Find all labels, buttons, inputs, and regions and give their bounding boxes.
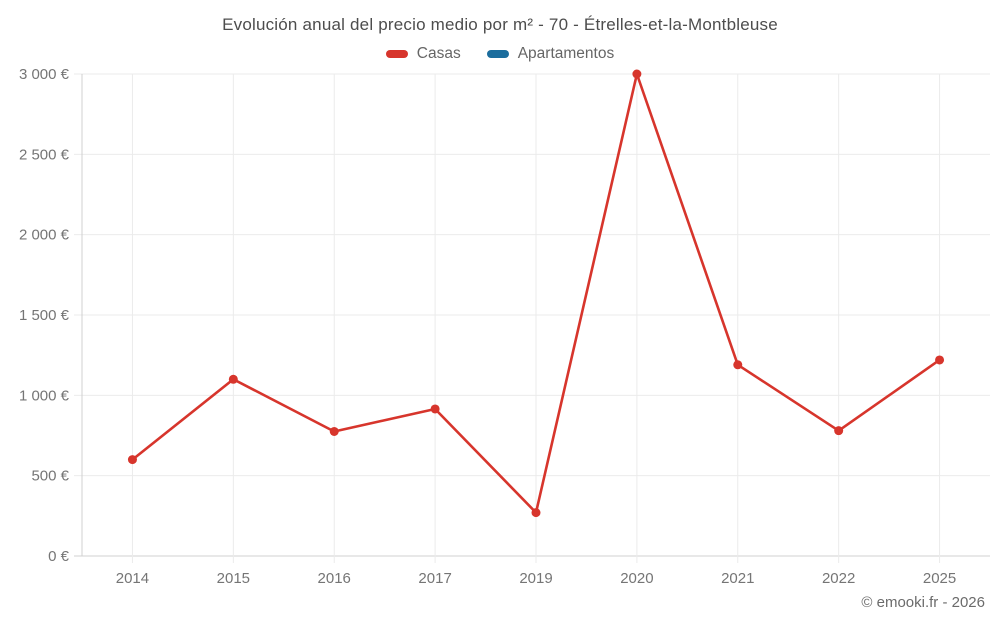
y-tick-label: 0 €: [48, 548, 70, 565]
y-tick-label: 2 500 €: [19, 146, 70, 163]
apartamentos-swatch-icon: [486, 50, 509, 58]
legend-item-apartamentos[interactable]: Apartamentos: [486, 45, 615, 63]
y-tick-label: 1 000 €: [19, 387, 70, 404]
x-tick-label: 2019: [519, 570, 552, 587]
y-tick-label: 3 000 €: [19, 66, 70, 83]
data-point-casas-2021[interactable]: [733, 360, 743, 370]
x-tick-label: 2020: [620, 570, 653, 587]
casas-swatch-icon: [385, 50, 408, 58]
x-tick-label: 2015: [217, 570, 250, 587]
x-tick-label: 2021: [721, 570, 754, 587]
legend-label-casas: Casas: [416, 45, 461, 62]
x-tick-label: 2014: [116, 570, 149, 587]
data-point-casas-2014[interactable]: [127, 455, 137, 465]
data-point-casas-2025[interactable]: [935, 355, 945, 365]
data-point-casas-2017[interactable]: [430, 404, 440, 414]
data-point-casas-2016[interactable]: [329, 426, 339, 436]
data-point-casas-2015[interactable]: [228, 374, 238, 384]
data-point-casas-2022[interactable]: [834, 426, 844, 436]
x-tick-label: 2025: [923, 570, 956, 587]
y-tick-label: 1 500 €: [19, 307, 70, 324]
x-tick-label: 2017: [418, 570, 451, 587]
data-point-casas-2020[interactable]: [632, 69, 642, 79]
legend-label-apartamentos: Apartamentos: [517, 45, 615, 62]
x-tick-label: 2016: [318, 570, 351, 587]
data-point-casas-2019[interactable]: [531, 508, 541, 518]
x-tick-label: 2022: [822, 570, 855, 587]
y-tick-label: 2 000 €: [19, 227, 70, 244]
y-tick-label: 500 €: [31, 468, 69, 485]
chart-title: Evolución anual del precio medio por m² …: [222, 15, 778, 34]
legend-item-casas[interactable]: Casas: [385, 45, 461, 63]
copyright-text: © emooki.fr - 2026: [861, 594, 985, 611]
legend: Casas Apartamentos: [0, 45, 1000, 63]
